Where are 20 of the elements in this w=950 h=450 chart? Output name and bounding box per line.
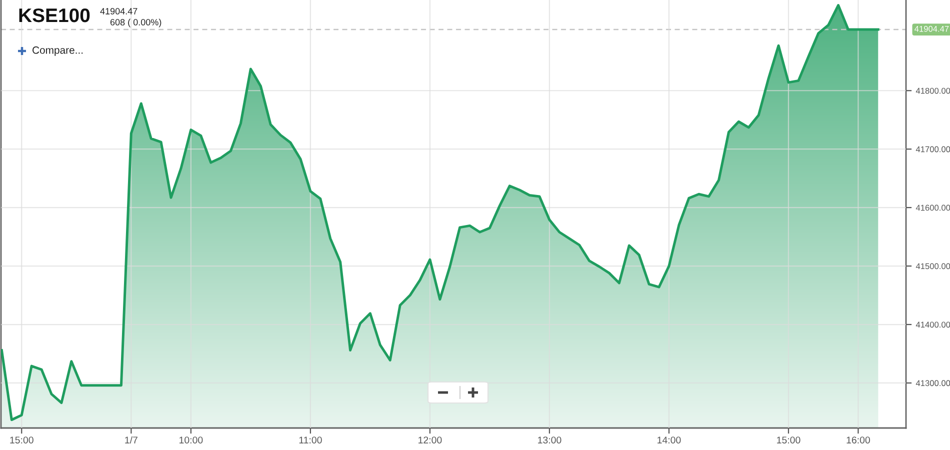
ref-line-label: 41904.47	[914, 26, 949, 32]
y-tick-label: 41800.00	[916, 88, 950, 94]
x-tick-label: 16:00	[846, 436, 870, 444]
x-tick-label: 1/7	[125, 436, 138, 444]
x-tick-label: 11:00	[299, 436, 322, 444]
annotation: Compare...	[32, 46, 83, 56]
text: 41904.47	[100, 8, 138, 14]
x-tick-label: 14:00	[658, 436, 681, 444]
y-tick-label: 41400.00	[916, 322, 950, 328]
x-tick-label: 12:00	[418, 436, 442, 444]
chart-title: KSE100	[19, 8, 90, 22]
x-tick-label: 10:00	[180, 436, 203, 444]
annotation: 608 ( 0.00%)	[110, 18, 162, 28]
x-tick-label: 13:00	[538, 436, 562, 444]
y-tick-label: 41700.00	[916, 146, 950, 152]
x-tick-label: 15:00	[10, 436, 34, 444]
y-tick-label: 41300.00	[916, 380, 950, 386]
y-tick-label: 41600.00	[916, 204, 950, 211]
x-tick-label: 15:00	[777, 436, 800, 444]
y-tick-label: 41500.00	[916, 263, 950, 270]
